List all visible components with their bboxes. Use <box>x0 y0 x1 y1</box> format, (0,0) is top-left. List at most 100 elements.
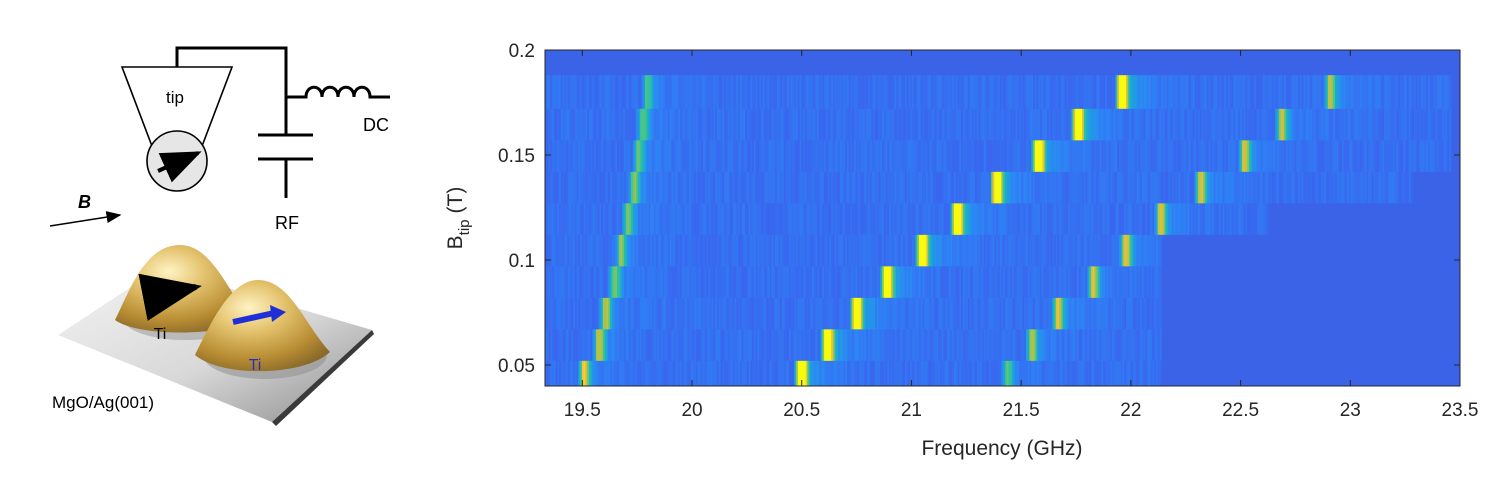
heatmap-cell <box>1103 295 1106 330</box>
heatmap-cell <box>820 264 823 298</box>
heatmap-cell <box>950 169 953 204</box>
heatmap-cell <box>1238 106 1241 141</box>
heatmap-cell <box>827 358 830 386</box>
heatmap-cell <box>1168 169 1171 204</box>
heatmap-cell <box>1099 232 1103 267</box>
heatmap-cell <box>581 75 585 109</box>
heatmap-cell <box>943 358 946 386</box>
heatmap-cell <box>664 75 667 109</box>
heatmap-cell <box>599 106 602 141</box>
heatmap-cell <box>931 358 934 386</box>
heatmap-cell <box>1361 75 1364 109</box>
heatmap-cell <box>1141 358 1145 386</box>
heatmap-cell <box>724 169 727 204</box>
heatmap-cell <box>609 295 613 330</box>
heatmap-cell <box>1094 295 1097 330</box>
heatmap-cell <box>1131 232 1134 267</box>
heatmap-cell <box>546 358 550 386</box>
heatmap-cell <box>1240 201 1243 235</box>
heatmap-cell <box>1401 169 1404 204</box>
heatmap-cell <box>913 358 916 386</box>
heatmap-cell <box>985 264 988 298</box>
heatmap-cell <box>1162 106 1166 141</box>
heatmap-cell <box>594 264 597 298</box>
heatmap-cell <box>1313 138 1317 172</box>
heatmap-cell <box>950 138 953 172</box>
heatmap-cell <box>999 358 1003 386</box>
heatmap-cell <box>1008 295 1011 330</box>
heatmap-cell <box>720 169 723 204</box>
heatmap-cell <box>918 138 922 172</box>
heatmap-cell <box>1301 75 1304 109</box>
heatmap-cell <box>588 232 592 267</box>
heatmap-cell <box>680 327 683 361</box>
heatmap-cell <box>885 232 888 267</box>
heatmap-cell <box>727 106 730 141</box>
heatmap-cell <box>975 232 978 267</box>
heatmap-cell <box>732 201 736 235</box>
heatmap-cell <box>1285 169 1289 204</box>
heatmap-cell <box>922 138 925 172</box>
heatmap-cell <box>824 264 827 298</box>
heatmap-cell <box>783 358 787 386</box>
heatmap-cell <box>557 75 560 109</box>
heatmap-cell <box>622 295 625 330</box>
heatmap-cell <box>750 138 753 172</box>
heatmap-cell <box>889 232 892 267</box>
heatmap-cell <box>1133 75 1136 109</box>
heatmap-cell <box>553 232 557 267</box>
heatmap-cell <box>1064 264 1067 298</box>
heatmap-cell <box>1101 264 1104 298</box>
heatmap-cell <box>1071 106 1074 141</box>
heatmap-cell <box>553 201 557 235</box>
heatmap-cell <box>1159 327 1162 361</box>
heatmap-cell <box>1057 201 1060 235</box>
heatmap-cell <box>834 295 837 330</box>
heatmap-cell <box>1129 106 1132 141</box>
heatmap-cell <box>590 358 593 386</box>
heatmap-cell <box>1141 232 1145 267</box>
heatmap-cell <box>1113 106 1117 141</box>
heatmap-cell <box>873 106 876 141</box>
heatmap-cell <box>990 264 994 298</box>
heatmap-cell <box>790 264 794 298</box>
heatmap-cell <box>1140 264 1143 298</box>
heatmap-cell <box>1018 295 1022 330</box>
heatmap-cell <box>955 358 959 386</box>
heatmap-cell <box>946 106 950 141</box>
heatmap-cell <box>897 327 901 361</box>
heatmap-cell <box>1024 75 1027 109</box>
heatmap-cell <box>822 169 825 204</box>
heatmap-cell <box>574 264 578 298</box>
heatmap-cell <box>931 232 934 267</box>
heatmap-cell <box>1078 232 1081 267</box>
heatmap-cell <box>1175 138 1178 172</box>
heatmap-cell <box>1198 106 1201 141</box>
heatmap-cell <box>597 106 601 141</box>
heatmap-cell <box>650 358 653 386</box>
heatmap-cell <box>957 327 960 361</box>
heatmap-cell <box>957 169 960 204</box>
heatmap-cell <box>1097 264 1101 298</box>
heatmap-cell <box>1189 169 1192 204</box>
heatmap-cell <box>829 358 832 386</box>
heatmap-cell <box>608 358 611 386</box>
heatmap-cell <box>1180 75 1183 109</box>
heatmap-cell <box>676 295 680 330</box>
heatmap-cell <box>829 75 832 109</box>
heatmap-cell <box>659 169 662 204</box>
heatmap-cell <box>846 358 850 386</box>
heatmap-cell <box>1180 201 1183 235</box>
heatmap-cell <box>1150 232 1153 267</box>
heatmap-cell <box>1303 106 1306 141</box>
heatmap-cell <box>813 138 816 172</box>
atom1-spin-arrow <box>138 273 202 321</box>
heatmap-cell <box>738 201 741 235</box>
heatmap-cell <box>1268 106 1271 141</box>
heatmap-cell <box>971 264 974 298</box>
heatmap-cell <box>1257 75 1261 109</box>
heatmap-cell <box>713 106 716 141</box>
heatmap-cell <box>1266 75 1269 109</box>
heatmap-cell <box>1055 232 1059 267</box>
heatmap-cell <box>1406 138 1410 172</box>
